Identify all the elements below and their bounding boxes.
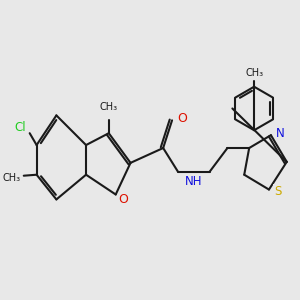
Text: CH₃: CH₃ <box>3 173 21 183</box>
Text: S: S <box>274 185 281 198</box>
Text: O: O <box>177 112 187 125</box>
Text: Cl: Cl <box>14 121 26 134</box>
Text: N: N <box>276 127 285 140</box>
Text: O: O <box>119 193 128 206</box>
Text: CH₃: CH₃ <box>100 103 118 112</box>
Text: NH: NH <box>185 175 203 188</box>
Text: CH₃: CH₃ <box>245 68 263 78</box>
